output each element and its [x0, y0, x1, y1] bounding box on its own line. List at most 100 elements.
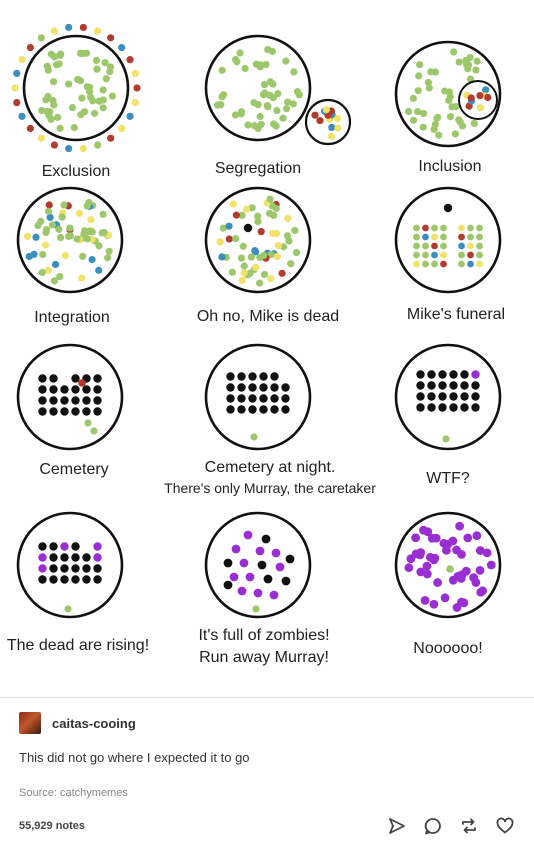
- dot: [261, 89, 269, 97]
- panel-circle: [394, 511, 502, 619]
- dot: [274, 89, 282, 98]
- dot: [446, 113, 455, 121]
- dot: [327, 132, 336, 140]
- source-link[interactable]: catchymemes: [59, 787, 128, 799]
- dot: [131, 98, 139, 107]
- dot: [218, 93, 226, 101]
- dot: [237, 110, 245, 118]
- dot: [82, 564, 91, 573]
- panel-circle: [22, 34, 130, 142]
- dot: [267, 250, 275, 259]
- username[interactable]: caitas-cooing: [52, 716, 136, 731]
- dot: [440, 224, 447, 232]
- dot: [460, 370, 469, 379]
- meme-image: [11, 23, 502, 619]
- panel-caption: Exclusion: [41, 163, 111, 180]
- dot: [471, 403, 480, 412]
- dot: [431, 233, 438, 241]
- dot: [333, 114, 342, 123]
- dot: [133, 84, 141, 92]
- dot: [316, 117, 324, 125]
- dot: [242, 205, 251, 213]
- post-footer: caitas-cooing This did not go where I ex…: [0, 698, 534, 843]
- dot: [60, 575, 69, 584]
- dot: [466, 53, 474, 62]
- dot: [219, 224, 227, 232]
- dot: [231, 111, 240, 119]
- dot: [413, 233, 420, 241]
- dot: [49, 385, 58, 394]
- notes-count[interactable]: 55,929 notes: [19, 820, 86, 832]
- dot: [416, 403, 425, 412]
- dot: [467, 242, 474, 250]
- dot: [49, 575, 58, 584]
- dot: [422, 561, 432, 571]
- reblog-icon[interactable]: [458, 815, 480, 837]
- dot: [287, 260, 295, 268]
- dot: [78, 379, 86, 387]
- dot: [427, 392, 436, 401]
- dot: [413, 260, 420, 268]
- panel-circle: [204, 34, 312, 142]
- dot: [416, 392, 425, 401]
- dot: [431, 260, 438, 268]
- dot: [236, 49, 244, 57]
- dot: [38, 553, 47, 562]
- dot: [232, 211, 240, 219]
- dot: [438, 370, 447, 379]
- dot: [253, 588, 263, 598]
- dot: [107, 134, 115, 142]
- panel-caption: There's only Murray, the caretaker: [164, 480, 376, 496]
- send-icon[interactable]: [386, 815, 408, 837]
- dot: [49, 396, 58, 405]
- dot: [79, 23, 87, 32]
- dot: [254, 212, 262, 220]
- dot: [56, 124, 64, 132]
- dot: [456, 118, 464, 126]
- dot: [13, 69, 21, 78]
- dot: [251, 246, 259, 255]
- dot: [472, 531, 482, 541]
- dot: [289, 100, 297, 108]
- dot: [229, 200, 237, 208]
- dot: [471, 370, 480, 379]
- dot: [102, 75, 110, 83]
- dot: [94, 27, 102, 35]
- dot: [259, 383, 268, 392]
- heart-icon[interactable]: [494, 815, 516, 837]
- dot: [476, 224, 483, 232]
- dot: [415, 550, 425, 560]
- dot: [322, 106, 330, 114]
- dot: [50, 277, 59, 285]
- dot: [226, 372, 235, 381]
- dot: [448, 536, 458, 546]
- dot: [476, 251, 483, 259]
- dot: [71, 385, 80, 394]
- dot: [42, 241, 50, 249]
- dot: [252, 263, 260, 271]
- dot: [413, 242, 420, 250]
- dot: [82, 407, 91, 416]
- dot: [422, 260, 429, 268]
- dot: [448, 575, 458, 585]
- dot: [48, 221, 57, 229]
- dot: [254, 217, 262, 226]
- comment-icon[interactable]: [422, 815, 444, 837]
- dot: [252, 605, 260, 613]
- dot: [449, 48, 458, 56]
- dot: [486, 560, 496, 570]
- dot: [270, 120, 278, 128]
- dot: [269, 590, 279, 600]
- dot: [239, 242, 247, 250]
- dot: [61, 251, 69, 260]
- dot: [281, 405, 290, 414]
- dot: [446, 565, 454, 573]
- dot: [240, 269, 248, 277]
- avatar[interactable]: [19, 712, 41, 734]
- dot: [77, 111, 85, 119]
- dot: [292, 249, 301, 257]
- dot: [84, 419, 92, 427]
- panel-circle: [204, 511, 312, 619]
- dot: [34, 221, 42, 230]
- dot: [226, 383, 235, 392]
